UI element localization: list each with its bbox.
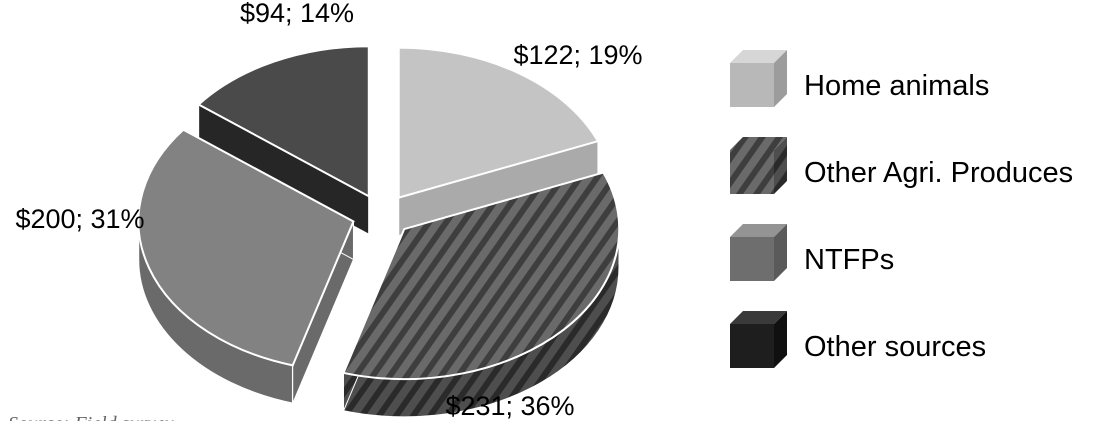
slice-home-animals: [397, 46, 600, 237]
data-label-2: $200; 31%: [15, 204, 144, 234]
legend-label-0: Home animals: [804, 70, 989, 102]
pie-slices: [137, 45, 621, 418]
legend: Home animals Other Agri. Produces NTFPs Oth…: [730, 50, 1073, 368]
slice-other-agri: [342, 171, 621, 418]
legend-swatch-0: [730, 50, 787, 107]
legend-label-3: Other sources: [804, 331, 986, 363]
legend-item-2: NTFPs: [730, 224, 894, 281]
legend-item-1: Other Agri. Produces: [730, 137, 1073, 194]
legend-item-3: Other sources: [730, 311, 986, 368]
legend-swatch-3: [730, 311, 787, 368]
data-label-3: $94; 14%: [240, 0, 354, 28]
data-label-1: $231; 36%: [445, 391, 574, 421]
data-label-0: $122; 19%: [513, 40, 642, 70]
slice-ntfps: [137, 128, 355, 405]
legend-swatch-1: [730, 137, 787, 194]
legend-swatch-2: [730, 224, 787, 281]
legend-label-1: Other Agri. Produces: [804, 157, 1073, 189]
legend-item-0: Home animals: [730, 50, 989, 107]
source-note: Source: Field survey: [8, 413, 174, 421]
data-labels: $122; 19% $231; 36% $200; 31% $94; 14%: [15, 0, 642, 421]
legend-label-2: NTFPs: [804, 244, 894, 276]
slice-other-sources: [196, 45, 370, 236]
